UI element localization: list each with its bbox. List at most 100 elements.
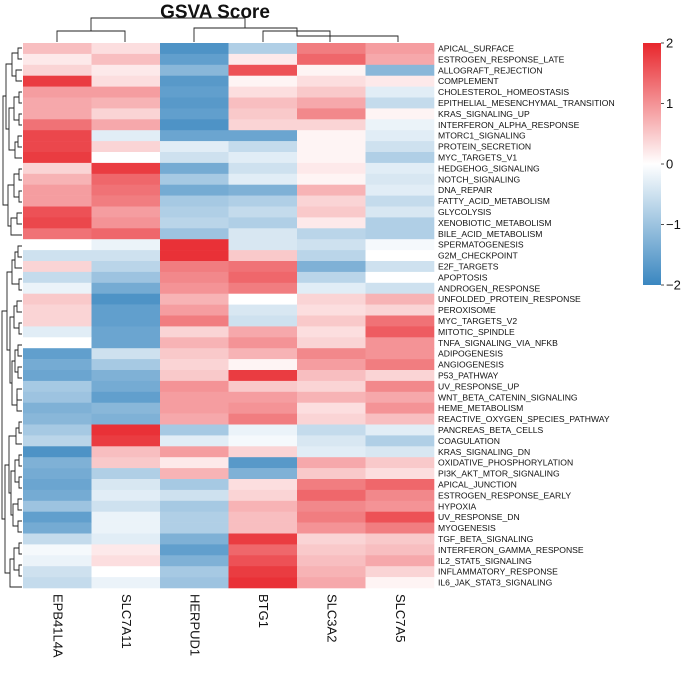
heatmap-cell: [23, 424, 92, 436]
heatmap-cell: [23, 402, 92, 414]
heatmap-cell: [160, 424, 229, 436]
heatmap-cell: [160, 184, 229, 196]
heatmap-cell: [228, 162, 298, 175]
heatmap-cell: [297, 391, 366, 403]
row-label: E2F_TARGETS: [438, 261, 499, 271]
heatmap-cell: [228, 86, 298, 98]
heatmap-cell: [228, 533, 298, 545]
heatmap-cell: [23, 86, 92, 98]
heatmap-cell: [160, 359, 229, 371]
heatmap-cell: [23, 522, 92, 534]
heatmap-cell: [23, 326, 92, 338]
heatmap-cell: [160, 250, 229, 262]
heatmap-cell: [23, 457, 92, 469]
heatmap-cell: [228, 348, 298, 360]
heatmap-cell: [297, 250, 366, 262]
heatmap-cell: [297, 271, 366, 284]
heatmap-cell: [23, 184, 92, 196]
heatmap-cell: [160, 64, 229, 76]
row-label: GLYCOLYSIS: [438, 207, 491, 217]
heatmap-cell: [297, 239, 366, 251]
heatmap-cell: [228, 337, 298, 349]
heatmap-cell: [91, 152, 161, 164]
heatmap-cell: [228, 511, 298, 523]
heatmap-cell: [160, 162, 229, 175]
heatmap-cell: [365, 75, 435, 87]
heatmap-cell: [228, 435, 298, 447]
heatmap-cell: [91, 544, 161, 556]
heatmap-cell: [365, 413, 435, 425]
row-label: ALLOGRAFT_REJECTION: [438, 65, 543, 75]
heatmap-cell: [160, 206, 229, 218]
heatmap-cell: [297, 86, 366, 98]
heatmap-cell: [91, 457, 161, 469]
heatmap-cell: [365, 271, 435, 284]
heatmap-cell: [160, 152, 229, 164]
heatmap-cell: [160, 97, 229, 109]
row-label: KRAS_SIGNALING_DN: [438, 447, 530, 457]
heatmap-cell: [365, 86, 435, 98]
heatmap-cell: [160, 108, 229, 120]
heatmap-cell: [23, 370, 92, 382]
row-dendrogram: [1, 47, 22, 588]
heatmap-cell: [365, 239, 435, 251]
heatmap-cell: [91, 53, 161, 66]
row-label: DNA_REPAIR: [438, 185, 492, 195]
heatmap-cell: [365, 162, 435, 175]
heatmap-cell: [23, 75, 92, 87]
heatmap-cell: [365, 250, 435, 262]
heatmap-cell: [297, 64, 366, 76]
heatmap-cell: [297, 162, 366, 175]
row-label: ANGIOGENESIS: [438, 360, 504, 370]
heatmap-cell: [297, 402, 366, 414]
heatmap-cell: [160, 544, 229, 556]
legend-tick-label: 1: [666, 96, 673, 111]
row-label: ESTROGEN_RESPONSE_EARLY: [438, 490, 571, 500]
heatmap-cell: [297, 566, 366, 578]
heatmap-cell: [228, 173, 298, 185]
heatmap-cell: [297, 577, 366, 589]
heatmap-cell: [228, 271, 298, 284]
heatmap-cell: [160, 141, 229, 153]
column-label: SLC7A11: [119, 594, 134, 649]
heatmap-cell: [160, 380, 229, 393]
heatmap-cell: [365, 43, 435, 55]
heatmap-cell: [228, 446, 298, 458]
color-legend-bar: [643, 43, 661, 285]
heatmap-cell: [91, 500, 161, 512]
row-label: PEROXISOME: [438, 305, 496, 315]
heatmap-cell: [297, 206, 366, 218]
heatmap-cell: [160, 413, 229, 425]
row-label: MITOTIC_SPINDLE: [438, 327, 515, 337]
heatmap-cell: [23, 348, 92, 360]
heatmap-cell: [228, 402, 298, 414]
row-label: G2M_CHECKPOINT: [438, 251, 518, 261]
heatmap-cell: [160, 326, 229, 338]
heatmap-cell: [365, 424, 435, 436]
heatmap-cell: [297, 489, 366, 502]
heatmap-cell: [365, 457, 435, 469]
heatmap-cell: [23, 380, 92, 393]
heatmap-cell: [91, 86, 161, 98]
legend-tick-label: 0: [666, 157, 673, 172]
row-label: EPITHELIAL_MESENCHYMAL_TRANSITION: [438, 98, 615, 108]
heatmap-cell: [91, 337, 161, 349]
heatmap-cell: [297, 43, 366, 55]
heatmap-cell: [91, 446, 161, 458]
heatmap-cell: [228, 97, 298, 109]
column-label: SLC7A5: [393, 594, 408, 642]
heatmap-cell: [23, 359, 92, 371]
heatmap-cell: [91, 271, 161, 284]
row-label: INTERFERON_GAMMA_RESPONSE: [438, 545, 584, 555]
heatmap-cell: [297, 533, 366, 545]
row-label: WNT_BETA_CATENIN_SIGNALING: [438, 392, 578, 402]
heatmap-cell: [23, 468, 92, 480]
heatmap-cell: [297, 370, 366, 382]
heatmap-cell: [365, 282, 435, 294]
heatmap-cell: [91, 228, 161, 240]
heatmap-cell: [23, 239, 92, 251]
heatmap-cell: [160, 522, 229, 534]
row-label: APICAL_SURFACE: [438, 43, 514, 53]
heatmap-cell: [160, 261, 229, 273]
heatmap-cell: [91, 64, 161, 76]
